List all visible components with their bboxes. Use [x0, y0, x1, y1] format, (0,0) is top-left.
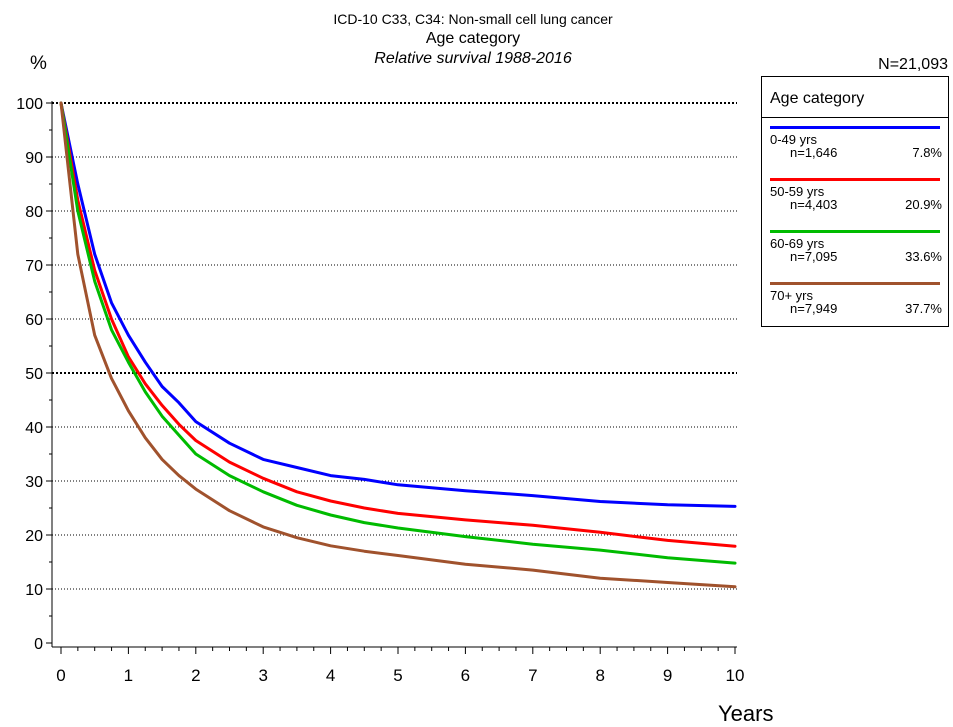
x-tick-label: 9 — [663, 666, 672, 685]
grid-layer — [52, 102, 737, 590]
legend-swatch — [770, 230, 940, 233]
legend-item-70-plus: 70+ yrs n=7,949 37.7% — [762, 274, 948, 326]
y-tick-label: 50 — [25, 366, 43, 383]
y-tick-label: 100 — [16, 96, 43, 113]
y-tick-label: 30 — [25, 474, 43, 491]
x-tick-label: 2 — [191, 666, 200, 685]
y-tick-label: 0 — [34, 636, 43, 653]
y-tick-label: 80 — [25, 204, 43, 221]
legend-series-pct: 20.9% — [905, 197, 942, 212]
y-tick-label: 70 — [25, 258, 43, 275]
x-tick-label: 5 — [393, 666, 402, 685]
y-tick-label: 90 — [25, 150, 43, 167]
series-layer — [59, 101, 737, 589]
y-tick-label: 10 — [25, 582, 43, 599]
x-tick-label: 0 — [56, 666, 65, 685]
legend-series-pct: 33.6% — [905, 249, 942, 264]
x-tick-label: 6 — [461, 666, 470, 685]
legend-series-name: 0-49 yrs — [770, 132, 817, 147]
y-tick-label: 40 — [25, 420, 43, 437]
series-line-70-yrs — [59, 101, 737, 589]
legend-series-name: 50-59 yrs — [770, 184, 825, 199]
x-tick-label: 8 — [595, 666, 604, 685]
legend-swatch — [770, 178, 940, 181]
series-line-60-69-yrs — [59, 101, 737, 565]
legend-title: Age category — [762, 77, 948, 118]
chart-subtitle: Relative survival 1988-2016 — [374, 50, 572, 67]
legend-series-n: n=7,949 — [790, 301, 838, 316]
y-tick-label: 60 — [25, 312, 43, 329]
x-tick-label: 3 — [258, 666, 267, 685]
legend-series-pct: 37.7% — [905, 301, 942, 316]
total-n-label: N=21,093 — [878, 56, 948, 73]
x-tick-label: 4 — [326, 666, 335, 685]
legend: Age category 0-49 yrs n=1,646 7.8% 50-59… — [761, 76, 949, 327]
legend-swatch — [770, 126, 940, 129]
y-axis-label: % — [30, 53, 47, 74]
legend-series-n: n=1,646 — [790, 145, 838, 160]
legend-series-name: 70+ yrs — [770, 288, 813, 303]
x-tick-label: 7 — [528, 666, 537, 685]
legend-item-0-49: 0-49 yrs n=1,646 7.8% — [762, 118, 948, 170]
axis-layer: 0 10 20 30 40 50 60 70 80 90 100 0 1 2 3 4 5 6 7 8 9 10 — [16, 96, 744, 685]
legend-swatch — [770, 282, 940, 285]
legend-series-n: n=7,095 — [790, 249, 838, 264]
x-tick-label: 10 — [726, 666, 745, 685]
legend-item-50-59: 50-59 yrs n=4,403 20.9% — [762, 170, 948, 222]
series-line-0-49-yrs — [59, 101, 737, 508]
legend-item-60-69: 60-69 yrs n=7,095 33.6% — [762, 222, 948, 274]
x-tick-label: 1 — [124, 666, 133, 685]
series-line-50-59-yrs — [59, 101, 737, 548]
legend-series-n: n=4,403 — [790, 197, 838, 212]
chart-category-title: Age category — [426, 30, 520, 47]
x-axis-label: Years — [718, 701, 773, 726]
y-tick-label: 20 — [25, 528, 43, 545]
legend-series-pct: 7.8% — [912, 145, 942, 160]
chart-title: ICD-10 C33, C34: Non-small cell lung can… — [333, 11, 613, 27]
legend-series-name: 60-69 yrs — [770, 236, 825, 251]
